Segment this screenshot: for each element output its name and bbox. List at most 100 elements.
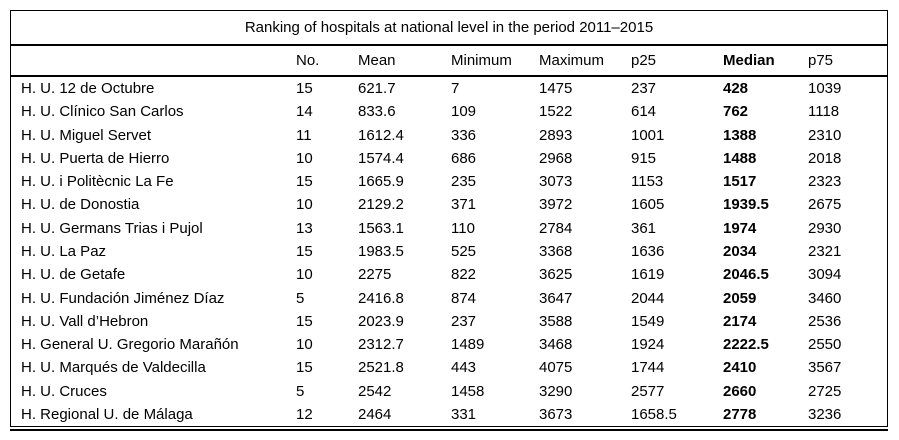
cell-median: 1488 [723, 149, 757, 167]
cell-median: 2410 [723, 359, 757, 377]
cell-minimum: 1489 [451, 336, 485, 354]
hospital-name: H. U. Fundación Jiménez Díaz [21, 289, 225, 307]
cell-p25: 614 [631, 103, 657, 121]
hospital-name: H. Regional U. de Málaga [21, 405, 193, 423]
table-header-row: No. Mean Minimum Maximum p25 Median p75 [11, 46, 887, 75]
table-row: H. U. Cruces 5 2542 1458 3290 2577 2660 … [11, 379, 887, 402]
cell-p25: 1744 [631, 359, 665, 377]
hospital-name: H. U. de Getafe [21, 266, 126, 284]
cell-p75: 1039 [808, 80, 842, 98]
cell-median: 2174 [723, 312, 757, 330]
cell-no: 15 [296, 359, 313, 377]
table-title: Ranking of hospitals at national level i… [244, 19, 654, 36]
cell-median: 428 [723, 80, 749, 98]
cell-p25: 1001 [631, 126, 665, 144]
hospital-name: H. U. de Donostia [21, 196, 140, 214]
cell-maximum: 2893 [539, 126, 573, 144]
cell-p25: 1924 [631, 336, 665, 354]
header-mean: Mean [358, 52, 396, 69]
table-row: H. U. i Politècnic La Fe 15 1665.9 235 3… [11, 170, 887, 193]
cell-no: 10 [296, 196, 313, 214]
hospital-name: H. General U. Gregorio Marañón [21, 336, 239, 354]
cell-p75: 1118 [808, 103, 840, 121]
cell-no: 15 [296, 242, 313, 260]
cell-p75: 2323 [808, 173, 842, 191]
cell-no: 10 [296, 149, 313, 167]
cell-no: 10 [296, 336, 313, 354]
hospital-name: H. U. Germans Trias i Pujol [21, 219, 203, 237]
cell-no: 14 [296, 103, 313, 121]
table-row: H. General U. Gregorio Marañón 10 2312.7… [11, 333, 887, 356]
cell-maximum: 3647 [539, 289, 573, 307]
cell-maximum: 3290 [539, 382, 573, 400]
cell-mean: 1563.1 [358, 219, 404, 237]
cell-mean: 833.6 [358, 103, 396, 121]
cell-median: 1388 [723, 126, 757, 144]
cell-p25: 1636 [631, 242, 665, 260]
table-body: H. U. 12 de Octubre 15 621.7 7 1475 237 … [11, 77, 887, 426]
cell-maximum: 3588 [539, 312, 573, 330]
cell-mean: 1665.9 [358, 173, 404, 191]
hospital-name: H. U. La Paz [21, 242, 107, 260]
cell-maximum: 3368 [539, 242, 573, 260]
header-median: Median [723, 52, 775, 69]
cell-no: 11 [296, 126, 312, 144]
header-p25: p25 [631, 52, 657, 69]
cell-median: 2778 [723, 405, 757, 423]
cell-minimum: 237 [451, 312, 477, 330]
cell-no: 15 [296, 312, 313, 330]
cell-median: 1939.5 [723, 196, 769, 214]
table-row: H. U. Fundación Jiménez Díaz 5 2416.8 87… [11, 286, 887, 309]
cell-mean: 1983.5 [358, 242, 404, 260]
cell-no: 15 [296, 80, 313, 98]
cell-p75: 2536 [808, 312, 842, 330]
table-row: H. U. La Paz 15 1983.5 525 3368 1636 203… [11, 240, 887, 263]
hospital-name: H. U. i Politècnic La Fe [21, 173, 174, 191]
cell-median: 2059 [723, 289, 757, 307]
cell-minimum: 822 [451, 266, 477, 284]
cell-median: 2034 [723, 242, 757, 260]
cell-p75: 2321 [808, 242, 842, 260]
cell-mean: 2275 [358, 266, 392, 284]
cell-no: 10 [296, 266, 313, 284]
table-row: H. U. Clínico San Carlos 14 833.6 109 15… [11, 100, 887, 123]
cell-maximum: 1522 [539, 103, 573, 121]
cell-mean: 2542 [358, 382, 392, 400]
table-row: H. U. de Getafe 10 2275 822 3625 1619 20… [11, 263, 887, 286]
cell-minimum: 336 [451, 126, 477, 144]
cell-mean: 2521.8 [358, 359, 404, 377]
cell-p25: 237 [631, 80, 657, 98]
cell-p75: 2018 [808, 149, 842, 167]
cell-mean: 1612.4 [358, 126, 404, 144]
cell-p25: 1549 [631, 312, 665, 330]
hospital-name: H. U. Vall d’Hebron [21, 312, 149, 330]
cell-mean: 2129.2 [358, 196, 404, 214]
title-divider-rule [11, 44, 887, 46]
cell-mean: 621.7 [358, 80, 396, 98]
cell-p25: 1619 [631, 266, 665, 284]
cell-minimum: 235 [451, 173, 477, 191]
cell-mean: 2023.9 [358, 312, 404, 330]
cell-median: 2660 [723, 382, 757, 400]
cell-maximum: 3673 [539, 405, 573, 423]
cell-no: 15 [296, 173, 313, 191]
cell-median: 1517 [723, 173, 757, 191]
cell-minimum: 331 [451, 405, 477, 423]
hospital-name: H. U. Miguel Servet [21, 126, 152, 144]
hospital-name: H. U. 12 de Octubre [21, 80, 155, 98]
cell-no: 13 [296, 219, 313, 237]
cell-p75: 2675 [808, 196, 842, 214]
table-row: H. U. Marqués de Valdecilla 15 2521.8 44… [11, 356, 887, 379]
cell-mean: 1574.4 [358, 149, 404, 167]
cell-p75: 2725 [808, 382, 842, 400]
table-row: H. Regional U. de Málaga 12 2464 331 367… [11, 403, 887, 426]
hospital-name: H. U. Marqués de Valdecilla [21, 359, 206, 377]
cell-median: 2222.5 [723, 336, 769, 354]
cell-p25: 1153 [631, 173, 664, 191]
table-row: H. U. Puerta de Hierro 10 1574.4 686 296… [11, 147, 887, 170]
header-maximum: Maximum [539, 52, 605, 69]
cell-p25: 1658.5 [631, 405, 677, 423]
table-row: H. U. de Donostia 10 2129.2 371 3972 160… [11, 193, 887, 216]
hospital-name: H. U. Puerta de Hierro [21, 149, 170, 167]
cell-p25: 2577 [631, 382, 665, 400]
